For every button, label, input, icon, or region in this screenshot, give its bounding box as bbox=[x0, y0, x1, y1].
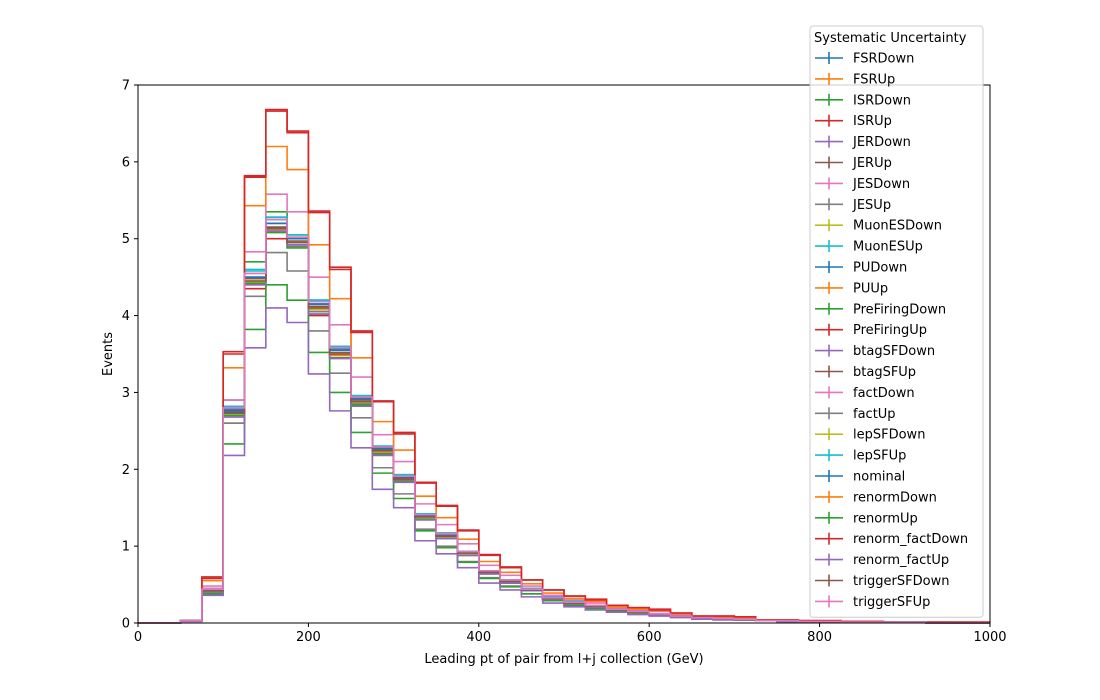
legend-entry: renorm_factUp bbox=[815, 553, 949, 568]
legend-label: ISRUp bbox=[853, 114, 892, 129]
legend-label: FSRUp bbox=[853, 72, 895, 87]
y-tick-label: 4 bbox=[122, 309, 130, 324]
legend-entry: JERUp bbox=[815, 156, 892, 171]
legend-entry: btagSFDown bbox=[815, 344, 935, 359]
legend-label: PreFiringDown bbox=[853, 302, 946, 317]
y-tick-label: 6 bbox=[122, 155, 130, 170]
y-tick-label: 2 bbox=[122, 463, 130, 478]
x-tick-label: 800 bbox=[807, 630, 832, 645]
legend-entries: FSRDown FSRUp ISRDown ISRUp JERDown JERUp JESD… bbox=[815, 52, 968, 610]
legend-label: renormUp bbox=[853, 511, 918, 526]
y-axis-label: Events bbox=[101, 332, 116, 376]
y-tick-label: 3 bbox=[122, 386, 130, 401]
legend-label: renorm_factDown bbox=[853, 532, 968, 547]
legend-entry: factDown bbox=[815, 386, 915, 401]
legend-label: JESUp bbox=[852, 198, 891, 213]
legend-entry: triggerSFUp bbox=[815, 595, 930, 610]
legend-entry: factUp bbox=[815, 407, 896, 422]
legend-entry: PUDown bbox=[815, 261, 907, 276]
legend-label: MuonESDown bbox=[853, 219, 942, 234]
legend-label: btagSFDown bbox=[853, 344, 935, 359]
legend-entry: renorm_factDown bbox=[815, 532, 968, 547]
legend-entry: JERDown bbox=[815, 135, 911, 150]
legend-entry: FSRDown bbox=[815, 52, 914, 67]
legend-entry: FSRUp bbox=[815, 72, 895, 87]
legend-label: JERDown bbox=[852, 135, 911, 150]
legend-entry: ISRUp bbox=[815, 114, 892, 129]
legend-label: nominal bbox=[853, 470, 905, 485]
legend-entry: renormDown bbox=[815, 490, 937, 505]
x-tick-label: 400 bbox=[466, 630, 491, 645]
y-tick-label: 7 bbox=[122, 79, 130, 94]
legend-entry: lepSFDown bbox=[815, 428, 925, 443]
y-tick-label: 5 bbox=[122, 232, 130, 247]
legend-entry: renormUp bbox=[815, 511, 918, 526]
legend-title: Systematic Uncertainty bbox=[814, 31, 967, 46]
legend-label: factDown bbox=[853, 386, 915, 401]
legend-entry: JESDown bbox=[815, 177, 910, 192]
x-tick-label: 200 bbox=[296, 630, 321, 645]
plot-frame bbox=[137, 84, 991, 624]
legend-label: triggerSFDown bbox=[853, 574, 949, 589]
legend-entry: lepSFUp bbox=[815, 449, 906, 464]
y-tick-label: 0 bbox=[122, 617, 130, 632]
x-tick-label: 0 bbox=[134, 630, 142, 645]
y-axis: 0 1 2 3 4 5 6 7 bbox=[122, 79, 138, 632]
legend-entry: PUUp bbox=[815, 281, 888, 296]
legend-label: JERUp bbox=[852, 156, 892, 171]
legend-label: MuonESUp bbox=[853, 240, 923, 255]
legend-label: FSRDown bbox=[853, 52, 914, 67]
legend-entry: ISRDown bbox=[815, 93, 911, 108]
legend-entry: btagSFUp bbox=[815, 365, 916, 380]
legend-entry: PreFiringDown bbox=[815, 302, 946, 317]
x-axis: 0 200 400 600 800 1000 bbox=[134, 623, 1007, 645]
legend-entry: triggerSFDown bbox=[815, 574, 949, 589]
legend-entry: MuonESDown bbox=[815, 219, 942, 234]
legend-label: btagSFUp bbox=[853, 365, 916, 380]
series-layer bbox=[138, 108, 990, 624]
legend-label: factUp bbox=[853, 407, 896, 422]
legend-label: renormDown bbox=[853, 490, 937, 505]
legend-label: JESDown bbox=[852, 177, 910, 192]
legend: Systematic Uncertainty FSRDown FSRUp ISRDo… bbox=[809, 25, 984, 618]
x-tick-label: 1000 bbox=[973, 630, 1006, 645]
legend-entry: PreFiringUp bbox=[815, 323, 927, 338]
legend-label: PreFiringUp bbox=[853, 323, 927, 338]
legend-box bbox=[809, 25, 984, 618]
legend-label: PUUp bbox=[853, 281, 888, 296]
legend-entry: nominal bbox=[815, 470, 905, 485]
x-tick-label: 600 bbox=[637, 630, 662, 645]
legend-label: PUDown bbox=[853, 261, 907, 276]
y-tick-label: 1 bbox=[122, 540, 130, 555]
legend-entry: JESUp bbox=[815, 198, 891, 213]
x-axis-label: Leading pt of pair from l+j collection (… bbox=[424, 652, 703, 667]
legend-label: lepSFDown bbox=[853, 428, 925, 443]
legend-label: renorm_factUp bbox=[853, 553, 949, 568]
legend-label: ISRDown bbox=[853, 93, 911, 108]
legend-entry: MuonESUp bbox=[815, 240, 923, 255]
legend-label: lepSFUp bbox=[853, 449, 906, 464]
legend-label: triggerSFUp bbox=[853, 595, 930, 610]
series-line-triggerSFUp bbox=[138, 218, 990, 624]
